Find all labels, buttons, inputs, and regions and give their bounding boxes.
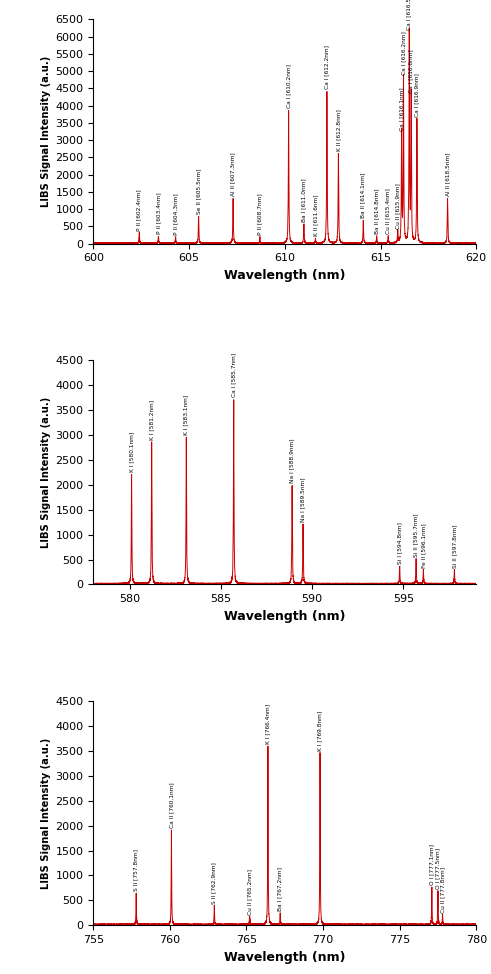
Text: Si I [594.8nm]: Si I [594.8nm]: [397, 522, 402, 564]
Text: Fe II [596.1nm]: Fe II [596.1nm]: [421, 523, 426, 568]
Text: Cu II [777.8nm]: Cu II [777.8nm]: [440, 867, 445, 913]
Text: Se II [605.5nm]: Se II [605.5nm]: [196, 169, 201, 214]
Text: P II [602.4nm]: P II [602.4nm]: [137, 189, 142, 231]
Text: Ca I [610.2nm]: Ca I [610.2nm]: [286, 64, 291, 108]
Text: K II [611.6nm]: K II [611.6nm]: [313, 195, 318, 237]
Text: Cu II [765.2nm]: Cu II [765.2nm]: [247, 869, 252, 915]
Text: K I [583.1nm]: K I [583.1nm]: [184, 394, 189, 434]
Text: P II [604.3nm]: P II [604.3nm]: [173, 193, 178, 235]
Text: Si II [595.7nm]: Si II [595.7nm]: [413, 513, 419, 557]
Text: Ca I [612.2nm]: Ca I [612.2nm]: [325, 45, 329, 90]
X-axis label: Wavelength (nm): Wavelength (nm): [224, 610, 346, 622]
Text: Al II [607.3nm]: Al II [607.3nm]: [231, 152, 236, 196]
Text: O I [777.5nm]: O I [777.5nm]: [436, 847, 440, 888]
Text: Al II [618.5nm]: Al II [618.5nm]: [445, 153, 450, 196]
Text: Ca I [616.1nm]: Ca I [616.1nm]: [399, 87, 404, 131]
Text: Ba I [611.0nm]: Ba I [611.0nm]: [301, 178, 306, 222]
Text: Na I [588.9nm]: Na I [588.9nm]: [290, 438, 295, 483]
Text: Na I [589.5nm]: Na I [589.5nm]: [300, 477, 305, 522]
Text: K I [581.2nm]: K I [581.2nm]: [149, 399, 154, 439]
X-axis label: Wavelength (nm): Wavelength (nm): [224, 269, 346, 281]
Text: Ca I [616.5nm]: Ca I [616.5nm]: [407, 0, 412, 30]
Text: Ca I [616.9nm]: Ca I [616.9nm]: [414, 73, 419, 117]
Y-axis label: LIBS Signal Intensity (a.u.): LIBS Signal Intensity (a.u.): [41, 737, 51, 889]
Text: Cu II [615.9nm]: Cu II [615.9nm]: [395, 183, 400, 229]
Text: K I [766.4nm]: K I [766.4nm]: [266, 704, 271, 744]
Text: Cu II [615.4nm]: Cu II [615.4nm]: [386, 188, 391, 234]
X-axis label: Wavelength (nm): Wavelength (nm): [224, 951, 346, 963]
Text: O I [777.1nm]: O I [777.1nm]: [429, 844, 435, 885]
Y-axis label: LIBS Signal Intensity (a.u.): LIBS Signal Intensity (a.u.): [41, 396, 51, 548]
Text: K II [612.8nm]: K II [612.8nm]: [336, 109, 341, 151]
Text: Ca I [616.6nm]: Ca I [616.6nm]: [409, 49, 413, 93]
Text: Ca I [585.7nm]: Ca I [585.7nm]: [231, 354, 236, 397]
Text: S II [762.9nm]: S II [762.9nm]: [212, 862, 217, 904]
Y-axis label: LIBS Signal Intensity (a.u.): LIBS Signal Intensity (a.u.): [41, 56, 51, 207]
Text: Si II [597.8nm]: Si II [597.8nm]: [452, 524, 457, 568]
Text: S II [757.8nm]: S II [757.8nm]: [134, 849, 138, 891]
Text: P II [603.4nm]: P II [603.4nm]: [156, 192, 161, 234]
Text: Ba II [614.1nm]: Ba II [614.1nm]: [361, 173, 366, 218]
Text: Ba I [767.2nm]: Ba I [767.2nm]: [278, 867, 283, 911]
Text: Ba II [614.8nm]: Ba II [614.8nm]: [374, 188, 379, 234]
Text: Ca I [616.2nm]: Ca I [616.2nm]: [401, 31, 406, 75]
Text: K I [580.1nm]: K I [580.1nm]: [129, 431, 134, 472]
Text: K I [769.8nm]: K I [769.8nm]: [318, 710, 323, 751]
Text: P II [608.7nm]: P II [608.7nm]: [257, 193, 262, 235]
Text: Ca II [760.1nm]: Ca II [760.1nm]: [169, 782, 174, 828]
